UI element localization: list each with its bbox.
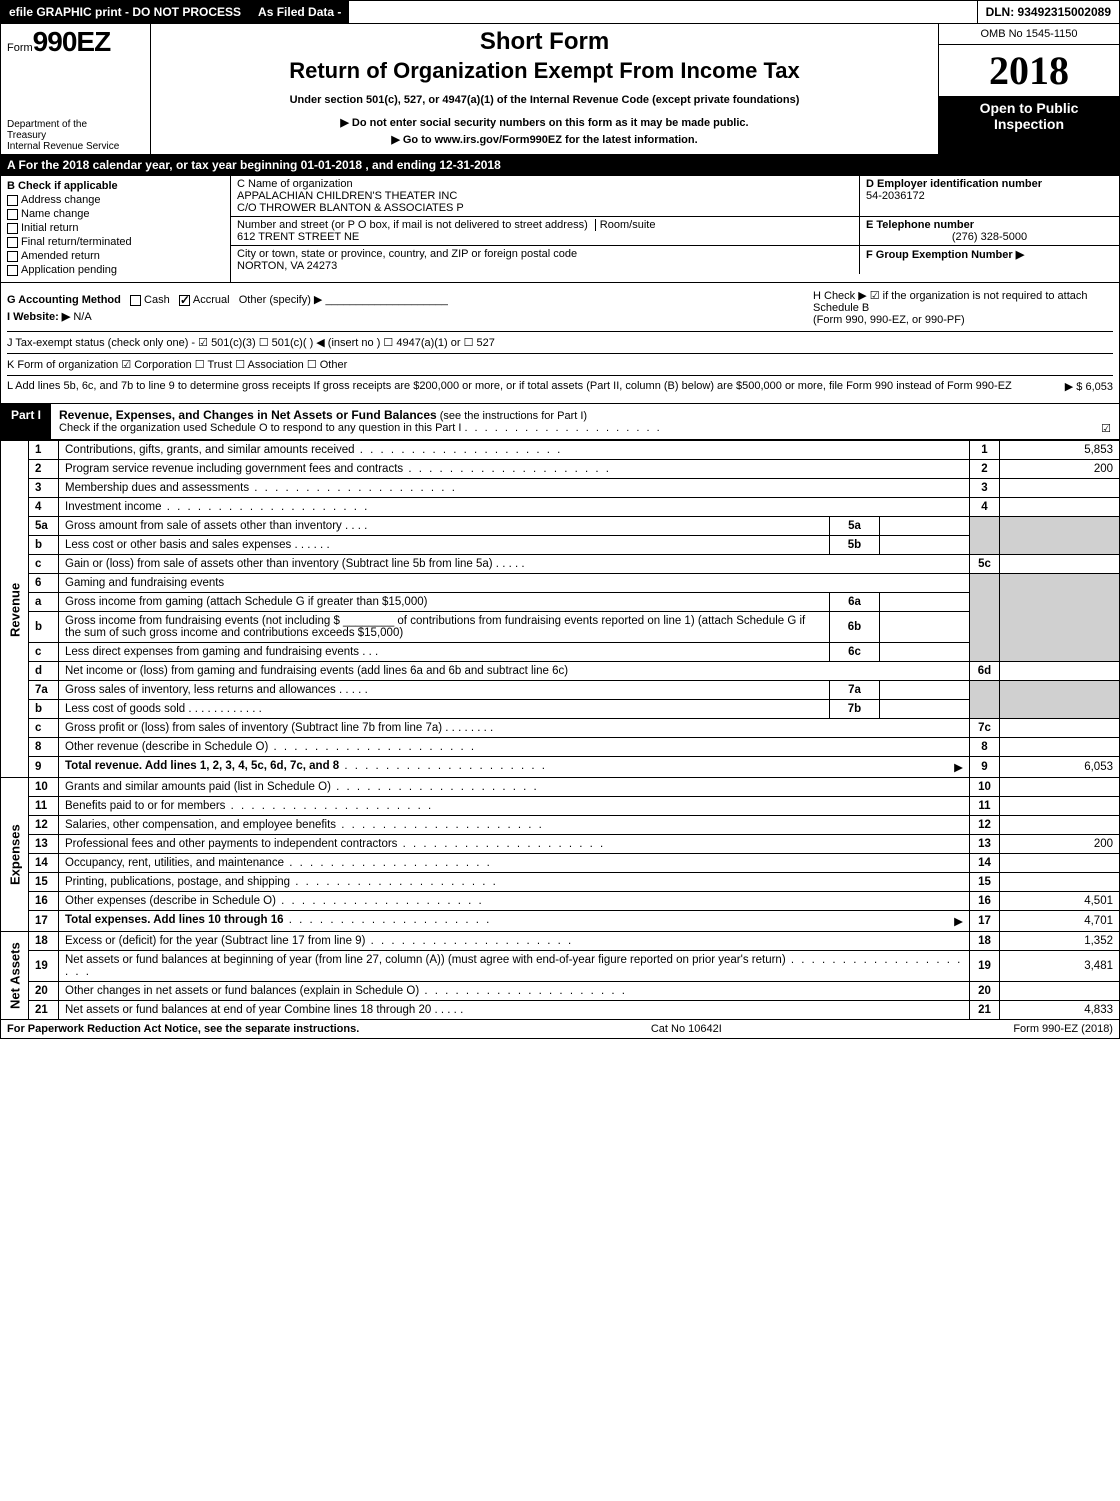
ghij-block: G Accounting Method Cash Accrual Other (… (0, 283, 1120, 404)
line-l: L Add lines 5b, 6c, and 7b to line 9 to … (7, 375, 1113, 393)
chk-final[interactable]: Final return/terminated (7, 236, 224, 248)
ein-value: 54-2036172 (866, 190, 925, 202)
header-right: OMB No 1545-1150 2018 Open to Public Ins… (939, 24, 1119, 154)
main-title: Return of Organization Exempt From Incom… (159, 58, 930, 84)
part-i-table: Revenue 1 Contributions, gifts, grants, … (0, 440, 1120, 1020)
line-g: G Accounting Method Cash Accrual Other (… (7, 293, 448, 306)
city-label: City or town, state or province, country… (237, 248, 577, 260)
street-value: 612 TRENT STREET NE (237, 231, 359, 243)
line-h: H Check ▶ ☑ if the organization is not r… (813, 289, 1113, 326)
bcd-row: B Check if applicable Address change Nam… (0, 176, 1120, 283)
footer-left: For Paperwork Reduction Act Notice, see … (7, 1023, 359, 1035)
chk-name[interactable]: Name change (7, 208, 224, 220)
tax-year: 2018 (939, 45, 1119, 96)
form-header: Form990EZ Department of the Treasury Int… (0, 24, 1120, 155)
form-number: Form990EZ (7, 26, 144, 58)
efile-label: efile GRAPHIC print - DO NOT PROCESS (1, 1, 250, 23)
part-i-badge: Part I (1, 404, 51, 439)
line-a: A For the 2018 calendar year, or tax yea… (0, 155, 1120, 176)
street-label: Number and street (or P O box, if mail i… (237, 219, 588, 231)
open-public: Open to Public Inspection (939, 96, 1119, 154)
expenses-label: Expenses (1, 778, 29, 932)
line-j: J Tax-exempt status (check only one) - ☑… (7, 331, 1113, 349)
footer-right: Form 990-EZ (2018) (1013, 1023, 1113, 1035)
netassets-label: Net Assets (1, 932, 29, 1020)
subtitle: Under section 501(c), 527, or 4947(a)(1)… (159, 94, 930, 106)
short-form-title: Short Form (159, 28, 930, 56)
topbar-blank (350, 1, 976, 23)
chk-initial[interactable]: Initial return (7, 222, 224, 234)
dept-block: Department of the Treasury Internal Reve… (7, 119, 144, 152)
omb-number: OMB No 1545-1150 (939, 24, 1119, 45)
dept-2: Treasury (7, 130, 144, 141)
line-k: K Form of organization ☑ Corporation ☐ T… (7, 353, 1113, 371)
top-bar: efile GRAPHIC print - DO NOT PROCESS As … (0, 0, 1120, 24)
section-b: B Check if applicable Address change Nam… (1, 176, 231, 282)
header-left: Form990EZ Department of the Treasury Int… (1, 24, 151, 154)
line-i: I Website: ▶ N/A (7, 310, 448, 323)
d-label: D Employer identification number (866, 178, 1042, 190)
dept-3: Internal Revenue Service (7, 141, 144, 152)
note-1: ▶ Do not enter social security numbers o… (159, 116, 930, 129)
page-footer: For Paperwork Reduction Act Notice, see … (0, 1020, 1120, 1039)
form-990ez: 990EZ (33, 26, 111, 57)
phone-value: (276) 328-5000 (866, 231, 1113, 243)
row-city: City or town, state or province, country… (231, 246, 1119, 274)
org-name-2: C/O THROWER BLANTON & ASSOCIATES P (237, 202, 853, 214)
note-2: ▶ Go to www.irs.gov/Form990EZ for the la… (159, 133, 930, 146)
row-street: Number and street (or P O box, if mail i… (231, 217, 1119, 246)
b-label: B Check if applicable (7, 180, 118, 192)
city-value: NORTON, VA 24273 (237, 260, 337, 272)
e-label: E Telephone number (866, 219, 974, 231)
asfiled-label: As Filed Data - (250, 1, 350, 23)
room-label: Room/suite (595, 219, 656, 231)
org-name-1: APPALACHIAN CHILDREN'S THEATER INC (237, 190, 853, 202)
part-i-header: Part I Revenue, Expenses, and Changes in… (0, 404, 1120, 440)
row-c-name: C Name of organization APPALACHIAN CHILD… (231, 176, 1119, 217)
chk-address[interactable]: Address change (7, 194, 224, 206)
f-label: F Group Exemption Number ▶ (866, 249, 1024, 261)
part-i-title: Revenue, Expenses, and Changes in Net As… (51, 404, 1119, 439)
section-cd: C Name of organization APPALACHIAN CHILD… (231, 176, 1119, 282)
chk-pending[interactable]: Application pending (7, 264, 224, 276)
form-prefix: Form (7, 42, 33, 54)
footer-mid: Cat No 10642I (651, 1023, 722, 1035)
c-label: C Name of organization (237, 178, 853, 190)
header-mid: Short Form Return of Organization Exempt… (151, 24, 939, 154)
chk-amended[interactable]: Amended return (7, 250, 224, 262)
revenue-label: Revenue (1, 441, 29, 778)
dln-label: DLN: 93492315002089 (977, 1, 1119, 23)
dept-1: Department of the (7, 119, 144, 130)
